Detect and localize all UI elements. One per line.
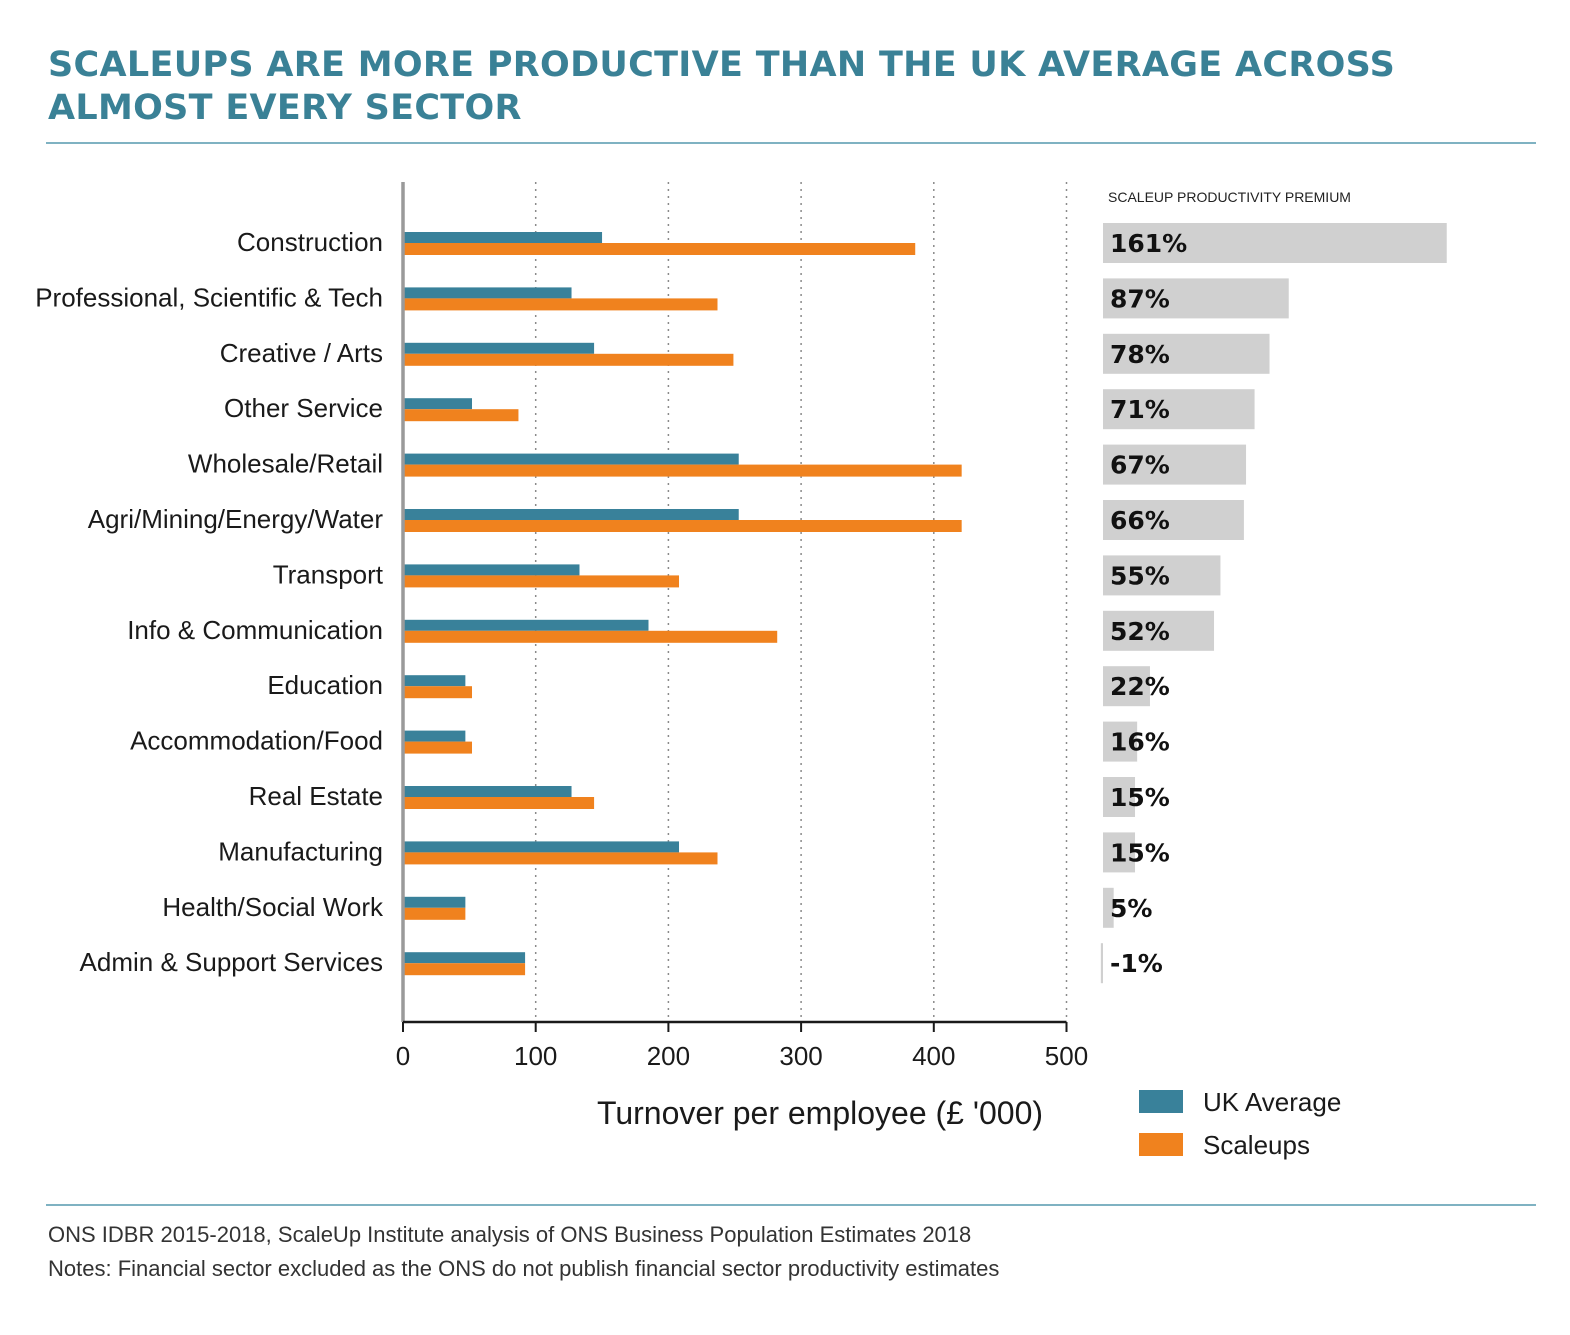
bar-scaleups bbox=[403, 686, 473, 699]
premium-label: 15% bbox=[1110, 838, 1170, 867]
category-labels: Construction Professional, Scientific & T… bbox=[35, 227, 384, 977]
x-tick-label: 0 bbox=[396, 1041, 410, 1071]
x-tick-label: 300 bbox=[779, 1041, 822, 1071]
category-label: Admin & Support Services bbox=[80, 947, 383, 977]
bar-uk-average bbox=[403, 841, 680, 853]
premium-label: 71% bbox=[1110, 395, 1170, 424]
premium-bar bbox=[1103, 389, 1255, 430]
bar-scaleups bbox=[403, 409, 519, 422]
bar-uk-average bbox=[403, 952, 526, 964]
premium-label: 78% bbox=[1110, 340, 1170, 369]
legend-label: UK Average bbox=[1203, 1087, 1341, 1117]
legend-swatch bbox=[1139, 1133, 1183, 1156]
category-label: Manufacturing bbox=[218, 836, 383, 866]
bar-scaleups bbox=[403, 575, 680, 588]
premium-bar bbox=[1103, 887, 1114, 928]
premium-label: 5% bbox=[1110, 894, 1152, 923]
bar-scaleups bbox=[403, 963, 526, 976]
bar-scaleups bbox=[403, 464, 962, 477]
category-label: Transport bbox=[273, 559, 384, 589]
bar-scaleups bbox=[403, 298, 718, 311]
premium-bar bbox=[1103, 666, 1150, 707]
category-label: Agri/Mining/Energy/Water bbox=[88, 504, 384, 534]
premium-label: 161% bbox=[1110, 229, 1187, 258]
premium-label: -1% bbox=[1110, 949, 1163, 978]
category-label: Construction bbox=[237, 227, 383, 257]
x-tick-label: 100 bbox=[514, 1041, 557, 1071]
premium-bar bbox=[1103, 278, 1289, 319]
bar-scaleups bbox=[403, 741, 473, 754]
bar-scaleups bbox=[403, 243, 916, 255]
premium-bar bbox=[1100, 943, 1103, 984]
category-label: Education bbox=[267, 670, 383, 700]
premium-bar bbox=[1103, 500, 1244, 540]
category-label: Other Service bbox=[224, 393, 383, 423]
bar-uk-average bbox=[403, 896, 466, 908]
premium-bar bbox=[1103, 721, 1138, 762]
x-tick-label: 500 bbox=[1045, 1041, 1088, 1071]
premium-bars: 161% 87% 78% 71% 67% 66% 55% 52% 22% 16% 15% 15% 5% -… bbox=[1100, 223, 1447, 984]
x-axis: 0 100 200 300 400 500 bbox=[396, 182, 1088, 1071]
legend: UK Average Scaleups bbox=[1139, 1087, 1341, 1160]
category-label: Creative / Arts bbox=[220, 338, 383, 368]
x-axis-label: Turnover per employee (£ '000) bbox=[597, 1095, 1043, 1131]
premium-label: 16% bbox=[1110, 728, 1170, 757]
legend-swatch bbox=[1139, 1090, 1183, 1113]
bar-uk-average bbox=[403, 509, 739, 520]
premium-label: 66% bbox=[1110, 506, 1170, 535]
category-label: Professional, Scientific & Tech bbox=[35, 282, 383, 312]
turnover-chart: Construction Professional, Scientific & T… bbox=[35, 182, 1447, 1160]
premium-bar bbox=[1103, 777, 1136, 817]
footer-divider bbox=[46, 1204, 1536, 1206]
bar-scaleups bbox=[403, 353, 734, 366]
premium-label: 15% bbox=[1110, 783, 1170, 812]
source-note: ONS IDBR 2015-2018, ScaleUp Institute an… bbox=[48, 1222, 972, 1247]
bar-uk-average bbox=[403, 342, 595, 354]
notes: Notes: Financial sector excluded as the … bbox=[48, 1256, 1000, 1281]
premium-title: SCALEUP PRODUCTIVITY PREMIUM bbox=[1108, 189, 1351, 205]
premium-label: 87% bbox=[1110, 284, 1170, 313]
category-label: Real Estate bbox=[249, 781, 383, 811]
premium-bar bbox=[1103, 223, 1447, 263]
x-tick-label: 400 bbox=[912, 1041, 955, 1071]
premium-label: 55% bbox=[1110, 561, 1170, 590]
bar-scaleups bbox=[403, 907, 466, 920]
x-tick-label: 200 bbox=[647, 1041, 690, 1071]
bar-uk-average bbox=[403, 398, 473, 410]
bar-uk-average bbox=[403, 287, 572, 299]
turnover-bars bbox=[403, 232, 962, 976]
category-label: Health/Social Work bbox=[162, 892, 384, 922]
premium-label: 52% bbox=[1110, 617, 1170, 646]
premium-bar bbox=[1103, 555, 1221, 596]
title-divider bbox=[46, 142, 1536, 144]
chart-title: SCALEUPS ARE MORE PRODUCTIVE THAN THE UK… bbox=[48, 45, 1396, 128]
bar-uk-average bbox=[403, 453, 739, 465]
premium-bar bbox=[1103, 333, 1270, 374]
bar-uk-average bbox=[403, 786, 572, 797]
bar-uk-average bbox=[403, 675, 466, 687]
premium-label: 67% bbox=[1110, 451, 1170, 480]
grid-lines bbox=[534, 182, 1068, 1022]
category-label: Info & Communication bbox=[127, 615, 383, 645]
bar-uk-average bbox=[403, 232, 603, 243]
premium-label: 22% bbox=[1110, 672, 1170, 701]
category-label: Wholesale/Retail bbox=[188, 449, 383, 479]
bar-scaleups bbox=[403, 630, 778, 643]
premium-bar bbox=[1103, 610, 1215, 651]
legend-label: Scaleups bbox=[1203, 1130, 1310, 1160]
premium-bar bbox=[1103, 444, 1247, 485]
bar-uk-average bbox=[403, 564, 580, 576]
bar-scaleups bbox=[403, 520, 962, 532]
bar-scaleups bbox=[403, 852, 718, 865]
bar-uk-average bbox=[403, 619, 649, 631]
premium-bar bbox=[1103, 832, 1136, 873]
bar-uk-average bbox=[403, 730, 466, 742]
bar-scaleups bbox=[403, 797, 595, 809]
category-label: Accommodation/Food bbox=[130, 726, 383, 756]
